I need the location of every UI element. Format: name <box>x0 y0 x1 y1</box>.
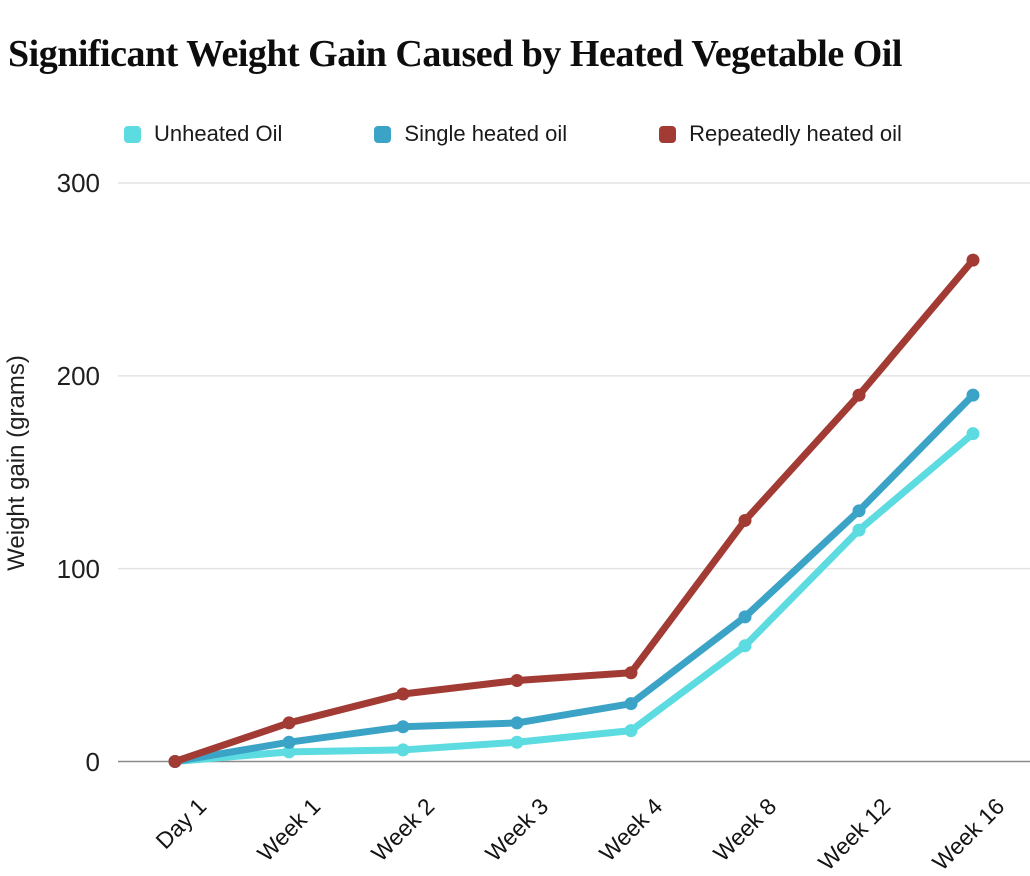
legend-swatch-icon <box>124 125 141 143</box>
data-point-unheated-oil-week-8 <box>738 639 752 653</box>
y-tick-label-100: 100 <box>56 553 100 584</box>
legend-item-repeatedly-heated-oil: Repeatedly heated oil <box>659 121 902 147</box>
data-point-single-heated-oil-week-8 <box>738 610 752 624</box>
series-line-repeatedly-heated-oil <box>171 256 977 765</box>
data-point-single-heated-oil-week-2 <box>396 720 410 734</box>
data-point-repeatedly-heated-oil-day-1 <box>168 755 182 768</box>
data-point-single-heated-oil-week-1 <box>282 735 296 749</box>
data-point-unheated-oil-week-3 <box>510 735 524 749</box>
legend-label: Single heated oil <box>404 121 568 146</box>
data-point-repeatedly-heated-oil-week-16 <box>966 253 980 267</box>
data-point-single-heated-oil-week-16 <box>966 388 980 402</box>
data-point-repeatedly-heated-oil-week-8 <box>738 513 752 527</box>
line-chart-plot-area <box>118 182 1030 768</box>
legend-item-unheated-oil: Unheated Oil <box>124 121 282 147</box>
data-point-unheated-oil-week-4 <box>624 724 638 738</box>
y-tick-label-200: 200 <box>56 360 100 391</box>
data-point-single-heated-oil-week-4 <box>624 697 638 711</box>
data-point-unheated-oil-week-12 <box>852 523 866 537</box>
data-point-repeatedly-heated-oil-week-12 <box>852 388 866 402</box>
data-point-repeatedly-heated-oil-week-3 <box>510 674 524 688</box>
data-point-repeatedly-heated-oil-week-2 <box>396 687 410 701</box>
data-point-single-heated-oil-week-3 <box>510 716 524 730</box>
legend-label: Repeatedly heated oil <box>689 121 902 146</box>
legend-label: Unheated Oil <box>154 121 283 146</box>
data-point-single-heated-oil-week-12 <box>852 504 866 518</box>
legend-swatch-icon <box>374 125 392 143</box>
data-point-repeatedly-heated-oil-week-1 <box>282 716 296 730</box>
y-tick-label-0: 0 <box>85 746 100 777</box>
data-point-unheated-oil-week-1 <box>282 745 296 759</box>
y-axis-title: Weight gain (grams) <box>3 355 30 571</box>
data-point-unheated-oil-week-2 <box>396 743 410 757</box>
series-line-single-heated-oil <box>171 391 977 765</box>
y-tick-label-300: 300 <box>56 168 100 198</box>
legend-swatch-icon <box>659 125 677 143</box>
data-point-unheated-oil-week-16 <box>966 427 980 441</box>
legend-item-single-heated-oil: Single heated oil <box>374 121 567 147</box>
legend: Unheated Oil Single heated oil Repeatedly … <box>124 121 902 147</box>
page-title: Significant Weight Gain Caused by Heated… <box>8 33 902 75</box>
data-point-repeatedly-heated-oil-week-4 <box>624 666 638 680</box>
series-line-unheated-oil <box>171 430 977 765</box>
